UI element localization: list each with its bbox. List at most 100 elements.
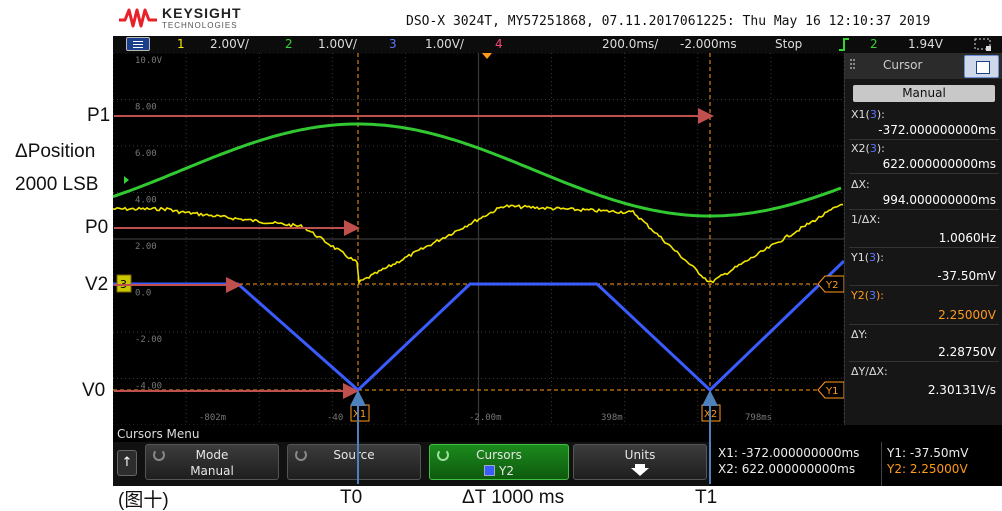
graticule [113,52,845,426]
panel-x2-label-text: X2( [851,142,870,155]
panel-y2-label-close: ): [876,289,885,302]
softkey-mode-label: Mode [195,448,229,462]
status-bar: 1 2.00V/ 2 1.00V/ 3 1.00V/ 4 200.0ms/ -2… [113,36,1002,53]
annotation-v0: V0 [82,380,106,401]
panel-y1-value: -37.50mV [937,269,996,283]
annotation-t0: T0 [340,487,363,508]
y-axis-label: -2.00 [135,335,162,345]
rotary-knob-icon [153,449,165,461]
cursor-x1-tag[interactable]: X1 [350,404,370,422]
keysight-logo-icon [119,8,157,28]
x-axis-label: -40 [327,413,343,423]
panel-toggle-button[interactable] [964,55,999,78]
panel-dy-label: ΔY: [851,328,868,341]
cursor-x2-tag-label: X2 [704,409,717,420]
panel-y1-label: Y1(3): [851,251,884,264]
panel-y1-label-close: ): [876,251,885,264]
panel-y1-ch: 3 [869,251,877,264]
oscilloscope-screen: KEYSIGHT TECHNOLOGIES DSO-X 3024T, MY572… [113,0,1002,486]
x-axis-label: -802m [199,413,226,423]
x-axis-label: 798ms [745,413,772,423]
y-axis-label: 2.00 [135,242,157,252]
readout-x1: X1: -372.000000000ms [718,446,860,460]
y-axis-label: -4.00 [135,382,162,392]
cursor-x1-tag-label: X1 [353,409,366,420]
rotary-knob-icon [295,449,307,461]
panel-divider [849,139,999,140]
ch2-ground-marker[interactable] [124,176,129,184]
panel-y2-label: Y2(3): [851,289,884,302]
ch3-ground-marker[interactable]: 3 [116,274,132,293]
annotation-p0: P0 [85,217,109,238]
cursor-y2-tag[interactable]: Y2 [817,275,845,293]
screen-capture-icon[interactable] [973,37,993,52]
cursor-y1-tag[interactable]: Y1 [817,381,845,399]
panel-x2-ch: 3 [869,142,877,155]
softkey-source[interactable]: Source [287,444,421,480]
cursor-mode-display[interactable]: Manual [853,85,995,102]
trigger-edge-icon[interactable] [838,38,850,51]
y-axis-label: 4.00 [135,196,157,206]
softkey-units-label: Units [624,448,656,462]
panel-x1-label: X1(3): [851,108,885,121]
annotation-v2: V2 [85,274,109,295]
panel-dydx-value: 2.30131V/s [927,383,996,397]
panel-x1-ch: 3 [869,108,877,121]
ch3-marker-label: 3 [120,278,127,291]
timebase[interactable]: 200.0ms/ [602,37,659,51]
panel-divider [849,285,999,286]
cursor-x2-tag[interactable]: X2 [701,404,721,422]
panel-y2-label-text: Y2( [851,289,870,302]
cursor-readout: X1: -372.000000000ms X2: 622.000000000ms… [710,442,1002,486]
softkey-mode-value: Manual [190,464,234,478]
softkey-bar: ↑ Mode Manual Source Cursors Y2 Units X1… [113,442,1002,486]
cursor-y1-tag-label: Y1 [825,386,838,397]
cursor-y2-tag-label: Y2 [825,280,838,291]
menu-icon[interactable] [126,37,150,51]
panel-y1-label-text: Y1( [851,251,870,264]
panel-dy-value: 2.28750V [938,345,996,359]
panel-divider [849,324,999,325]
cursor-side-panel: Cursor Manual X1(3): -372.000000000ms X2… [844,53,1002,425]
annotation-dposition-1: ΔPosition [15,141,96,162]
softkey-mode[interactable]: Mode Manual [145,444,279,480]
softkey-cursors[interactable]: Cursors Y2 [429,444,569,480]
softkey-units[interactable]: Units [573,444,707,480]
ch1-scale[interactable]: 2.00V/ [210,37,249,51]
back-button[interactable]: ↑ [117,450,137,476]
ch3-number[interactable]: 3 [389,37,397,51]
ch4-number[interactable]: 4 [495,37,503,51]
panel-divider [849,209,999,210]
panel-dx-label: ΔX: [851,178,870,191]
softkey-cursors-value-text: Y2 [499,464,514,478]
panel-header: Cursor [845,53,1002,79]
ch3-scale[interactable]: 1.00V/ [425,37,464,51]
x-axis-label: -2.00m [469,413,502,423]
panel-inv-dx-label: 1/ΔX: [851,213,881,226]
run-state[interactable]: Stop [775,37,803,51]
panel-x2-value: 622.000000000ms [882,157,996,171]
softkey-source-label: Source [333,448,375,462]
panel-title: Cursor [883,58,923,72]
y-axis-labels: 10.0V 8.00 6.00 4.00 2.00 0.0 -2.00 -4.00 [135,56,163,392]
annotation-t1: T1 [695,487,718,508]
ch1-number[interactable]: 1 [177,37,185,51]
trigger-position-marker[interactable] [482,53,492,59]
brand-name: KEYSIGHT [162,5,242,21]
readout-y1: Y1: -37.50mV [887,446,969,460]
waveform-grid[interactable]: 10.0V 8.00 6.00 4.00 2.00 0.0 -2.00 -4.00 -802m… [113,52,846,426]
panel-dx-value: 994.000000000ms [882,193,996,207]
arrow-down-icon [574,464,706,479]
trace-ch1 [113,203,844,285]
delay[interactable]: -2.000ms [680,37,737,51]
x-axis-label: 398m [601,413,623,423]
ch2-scale[interactable]: 1.00V/ [318,37,357,51]
y-axis-label: 10.0V [135,56,163,66]
panel-y2-ch: 3 [869,289,877,302]
ch2-number[interactable]: 2 [285,37,293,51]
trigger-channel[interactable]: 2 [870,37,878,51]
annotation-figure: (图十) [118,490,169,511]
panel-divider [849,247,999,248]
trigger-level[interactable]: 1.94V [908,37,943,51]
drag-handle-icon[interactable] [850,59,856,73]
